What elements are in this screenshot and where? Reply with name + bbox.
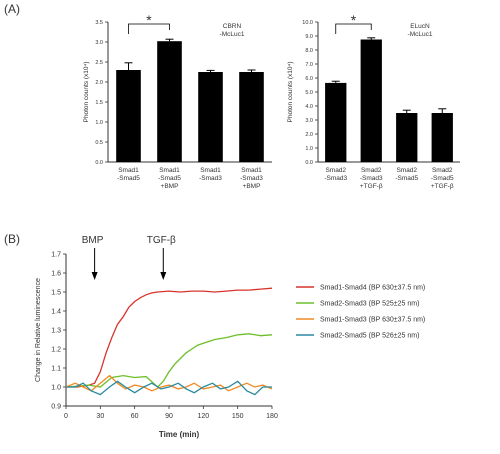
category-label: +BMP (243, 183, 261, 190)
y-tick-label: 3.0 (95, 40, 103, 46)
y-tick-label: 5.0 (305, 90, 313, 96)
y-tick-label: 2.0 (95, 80, 103, 86)
category-label: +TGF-β (431, 183, 454, 190)
category-label: Smad2 (432, 167, 453, 174)
category-label: -Smad3 (240, 175, 263, 182)
chart-title-line-2: -McLuc1 (220, 31, 245, 38)
bar (360, 39, 382, 162)
category-label: Smad1 (241, 167, 262, 174)
series-line (66, 287, 273, 388)
y-tick-label: 1.2 (51, 347, 61, 354)
y-tick-label: 1.1 (51, 366, 61, 373)
legend-entry: Smad2-Smad3 (BP 525±25 nm) (320, 301, 419, 308)
bar-chart-cbrn: 0.0 0.5 1.0 1.5 2.0 2.5 3.0 3.5 Photon counts (x… (83, 12, 272, 190)
x-tick-label: 90 (165, 413, 173, 420)
significance-star: * (351, 12, 357, 28)
y-tick-label: 2.0 (305, 132, 313, 138)
x-tick-label: 0 (64, 413, 68, 420)
y-tick-label: 3.0 (305, 118, 313, 124)
category-label: Smad1 (200, 167, 221, 174)
significance-bracket (128, 23, 170, 34)
bar (239, 72, 264, 162)
y-tick-label: 7.0 (305, 62, 313, 68)
category-label: -Smad5 (117, 175, 140, 182)
legend-entry: Smad1-Smad3 (BP 630±37.5 nm) (320, 317, 425, 324)
annotation-arrow-head (160, 272, 167, 280)
category-label: Smad2 (361, 167, 382, 174)
y-tick-label: 8.0 (305, 48, 313, 54)
category-label: -Smad3 (199, 175, 222, 182)
category-label: +BMP (161, 183, 179, 190)
category-label: Smad1 (118, 167, 139, 174)
chart-title-line-1: CBRN (223, 23, 242, 30)
significance-star: * (146, 12, 152, 28)
y-tick-label: 1.5 (95, 100, 103, 106)
y-tick-label: 2.5 (95, 60, 103, 66)
y-tick-label: 1.0 (51, 385, 61, 392)
line-chart-luminescence: 0.9 1.0 1.1 1.2 1.3 1.4 1.5 1.6 1.7 0 30 60 90 120 150… (35, 235, 425, 439)
category-label: -Smad5 (395, 175, 418, 182)
bar-chart-elucn: 0.0 1.0 2.0 3.0 4.0 5.0 6.0 7.0 8.0 9.0 10.0 Photon… (287, 12, 460, 190)
category-label: Smad2 (325, 167, 346, 174)
bar (116, 70, 141, 162)
y-tick-label: 10.0 (302, 20, 313, 26)
y-tick-label: 1.0 (95, 120, 103, 126)
category-label: -Smad5 (431, 175, 454, 182)
category-label: -Smad3 (360, 175, 383, 182)
legend-entry: Smad1-Smad4 (BP 630±37.5 nm) (320, 285, 425, 292)
x-tick-label: 120 (197, 413, 209, 420)
y-tick-label: 3.5 (95, 20, 103, 26)
y-tick-label: 1.7 (51, 252, 61, 259)
category-label: -Smad3 (324, 175, 347, 182)
y-tick-label: 0.0 (95, 160, 103, 166)
y-tick-label: 1.5 (51, 290, 61, 297)
annotation-arrow-head (91, 272, 98, 280)
y-axis-label: Photon counts (x10⁴) (83, 62, 90, 123)
bar (431, 113, 453, 162)
annotation-label: TGF-β (147, 235, 176, 246)
x-tick-label: 150 (232, 413, 244, 420)
bar (325, 82, 347, 162)
category-label: Smad1 (159, 167, 180, 174)
annotation-label: BMP (82, 235, 104, 246)
x-tick-label: 60 (131, 413, 139, 420)
bar (157, 41, 182, 163)
y-tick-label: 1.4 (51, 309, 61, 316)
x-tick-label: 30 (96, 413, 104, 420)
significance-bracket (335, 23, 372, 34)
category-label: -Smad5 (158, 175, 181, 182)
x-tick-label: 180 (266, 413, 278, 420)
y-tick-label: 1.0 (305, 146, 313, 152)
series-line (65, 374, 273, 392)
y-tick-label: 6.0 (305, 76, 313, 82)
series-line (65, 333, 273, 388)
x-axis-label: Time (min) (159, 430, 200, 439)
y-tick-label: 1.3 (51, 328, 61, 335)
y-tick-label: 4.0 (305, 104, 313, 110)
y-tick-label: 9.0 (305, 34, 313, 40)
bar (396, 113, 418, 162)
chart-title-line-1: ELucN (410, 23, 430, 30)
y-axis-label: Change in Relative luminescence (35, 278, 42, 382)
panel-a-label: (A) (4, 2, 20, 16)
panel-b-label: (B) (4, 232, 20, 246)
series-line (66, 380, 272, 396)
category-label: Smad2 (396, 167, 417, 174)
y-tick-label: 0.5 (95, 140, 103, 146)
bar (198, 72, 223, 162)
chart-title-line-2: -McLuc1 (408, 31, 433, 38)
y-axis-label: Photon counts (x10⁴) (287, 62, 294, 123)
legend-entry: Smad2-Smad5 (BP 526±25 nm) (320, 333, 419, 340)
y-tick-label: 1.6 (51, 271, 61, 278)
y-tick-label: 0.0 (305, 160, 313, 166)
category-label: +TGF-β (360, 183, 383, 190)
y-tick-label: 0.9 (51, 404, 61, 411)
